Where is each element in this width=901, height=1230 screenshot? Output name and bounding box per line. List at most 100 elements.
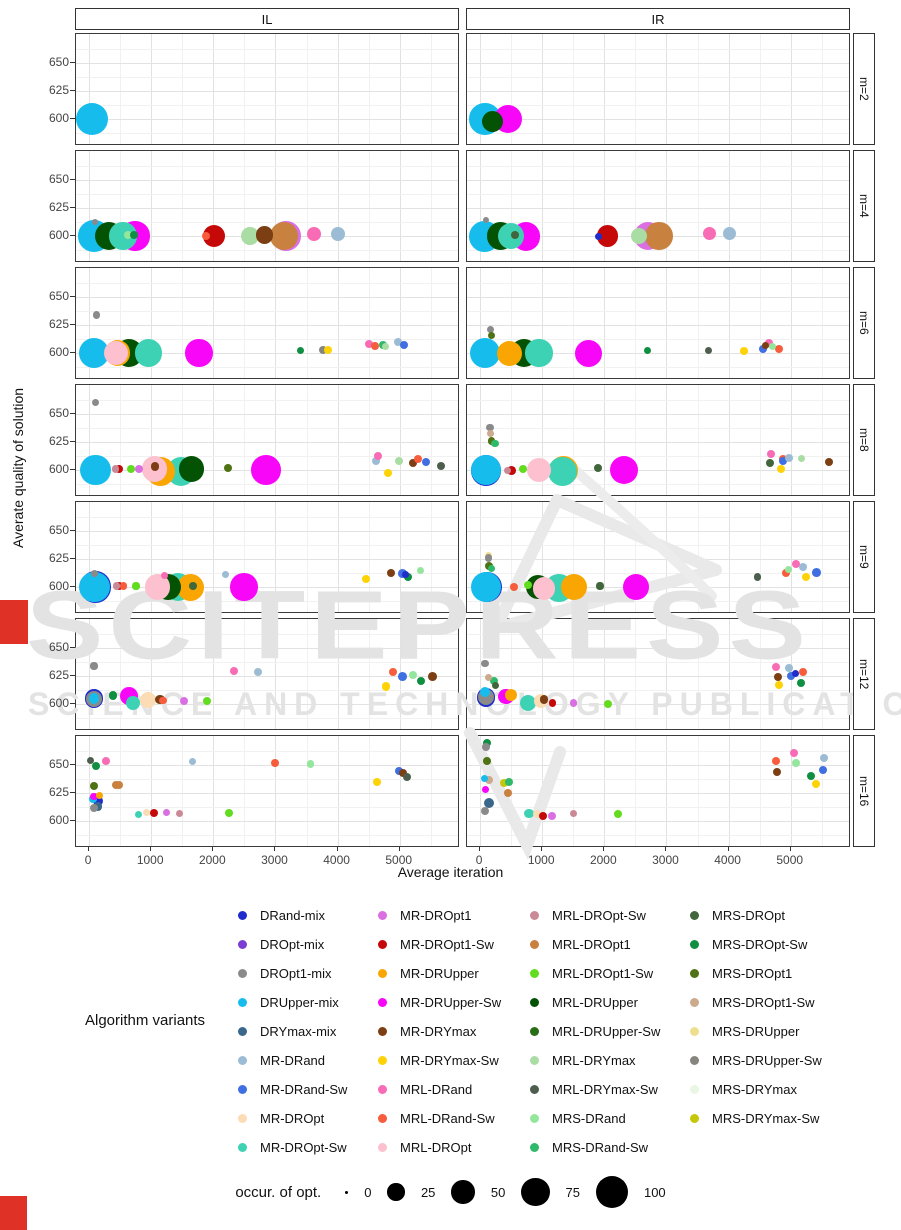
grid-line [573, 736, 575, 846]
data-point [188, 581, 197, 590]
grid-line [467, 325, 849, 327]
grid-line [821, 151, 823, 261]
legend-item-label: MRL-DRUpper [552, 995, 638, 1010]
data-point [90, 662, 98, 670]
grid-line [759, 385, 761, 495]
legend-swatch-dot [378, 1085, 387, 1094]
data-point [125, 695, 141, 711]
grid-line [89, 502, 91, 612]
grid-line [604, 736, 606, 846]
grid-line [399, 151, 401, 261]
grid-line [467, 283, 849, 285]
watermark-logo-square-bottom [0, 1196, 27, 1230]
grid-line [467, 180, 849, 182]
grid-line [306, 268, 308, 378]
legend-item-label: MRS-DRYmax-Sw [712, 1111, 820, 1126]
grid-line [821, 385, 823, 495]
legend-item: MRS-DRand [530, 1104, 662, 1133]
data-point [307, 760, 315, 768]
grid-line [790, 385, 792, 495]
grid-line [467, 91, 849, 93]
grid-line [76, 821, 458, 823]
grid-line [275, 34, 277, 144]
data-point [491, 439, 499, 447]
data-point [792, 670, 800, 678]
data-point [594, 232, 602, 240]
grid-line [76, 283, 458, 285]
data-point [762, 341, 770, 349]
grid-line [511, 34, 513, 144]
data-point [766, 450, 775, 459]
grid-line [790, 502, 792, 612]
data-point [87, 757, 95, 765]
data-point [101, 756, 110, 765]
grid-line [368, 736, 370, 846]
x-tick-label: 4000 [323, 853, 350, 867]
grid-line [337, 268, 339, 378]
grid-line [467, 573, 849, 575]
legend-swatch-dot [238, 911, 247, 920]
y-tick-mark [70, 792, 75, 794]
legend-swatch-dot [530, 1027, 539, 1036]
legend-item-label: MR-DRUpper [400, 966, 479, 981]
data-point [596, 225, 619, 247]
data-point [773, 673, 782, 682]
grid-line [759, 619, 761, 729]
grid-line [467, 49, 849, 51]
grid-line [76, 400, 458, 402]
legend-item: MRL-DRYmax [530, 1046, 662, 1075]
legend-item-label: MRL-DRUpper-Sw [552, 1024, 661, 1039]
grid-line [368, 268, 370, 378]
grid-line [728, 385, 730, 495]
data-point [812, 780, 821, 789]
grid-line [120, 268, 122, 378]
grid-line [759, 151, 761, 261]
data-point [703, 227, 717, 241]
size-legend-circle [387, 1183, 405, 1201]
row-strip-m16: m=16 [853, 735, 875, 847]
legend-item-label: MR-DRand-Sw [260, 1082, 348, 1097]
legend-swatch-dot [238, 998, 247, 1007]
data-point [185, 339, 213, 367]
legend-swatch-dot [690, 1085, 699, 1094]
legend-item-label: MRL-DROpt1-Sw [552, 966, 654, 981]
data-point [807, 772, 816, 781]
legend-swatch-dot [690, 940, 699, 949]
data-point [400, 341, 409, 350]
x-tick-label: 2000 [198, 853, 226, 867]
legend-item-label: MR-DRUpper-Sw [400, 995, 502, 1010]
y-tick-mark [70, 179, 75, 181]
grid-line [76, 545, 458, 547]
y-tick-mark [70, 764, 75, 766]
legend-item: MR-DRYmax [378, 1017, 502, 1046]
watermark-logo-square [0, 600, 28, 644]
grid-line [76, 353, 458, 355]
grid-line [76, 311, 458, 313]
legend-swatch-dot [530, 969, 539, 978]
grid-line [244, 385, 246, 495]
row-strip-m6: m=6 [853, 267, 875, 379]
grid-line [430, 385, 432, 495]
grid-line [430, 736, 432, 846]
data-point [786, 672, 795, 681]
data-point [140, 691, 157, 708]
grid-line [76, 208, 458, 210]
grid-line [151, 34, 153, 144]
grid-line [275, 151, 277, 261]
grid-line [151, 385, 153, 495]
grid-line [480, 268, 482, 378]
legend-swatch-dot [238, 1143, 247, 1152]
data-point [178, 456, 205, 482]
x-tick-mark [88, 847, 90, 851]
panel-ir-m16 [466, 735, 850, 847]
row-strip-m2: m=2 [853, 33, 875, 145]
legend-item: MRL-DROpt-Sw [530, 901, 662, 930]
legend-item: DRand-mix [238, 901, 350, 930]
grid-line [467, 718, 849, 720]
data-point [134, 810, 142, 818]
grid-line [542, 34, 544, 144]
x-tick-mark [541, 847, 543, 851]
grid-line [511, 502, 513, 612]
x-tick-label: 5000 [776, 853, 804, 867]
data-point [490, 676, 499, 685]
